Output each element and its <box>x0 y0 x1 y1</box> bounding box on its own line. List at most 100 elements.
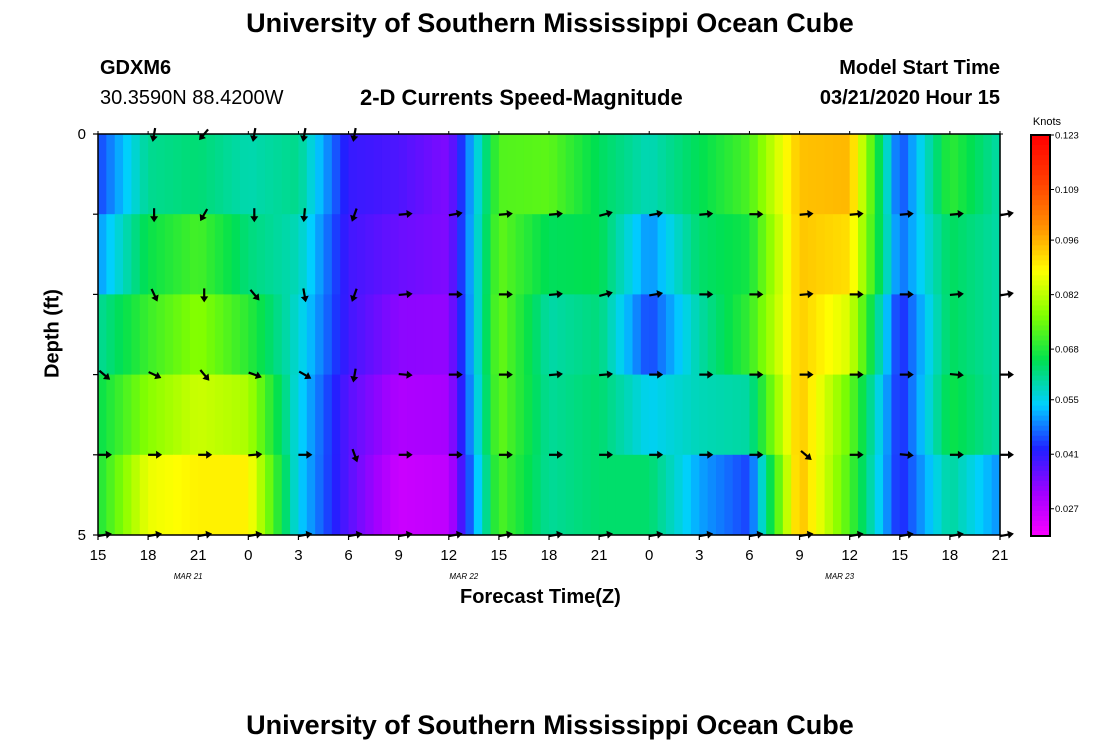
heatmap-cell <box>899 454 909 536</box>
heatmap-cell <box>381 374 391 456</box>
current-arrow <box>999 209 1014 218</box>
heatmap-cell <box>432 294 442 375</box>
heatmap-cell <box>966 214 976 295</box>
colorbar-swatch <box>1031 285 1050 291</box>
heatmap-cell <box>807 454 817 536</box>
heatmap-cell <box>123 454 133 536</box>
current-arrow <box>398 450 413 459</box>
heatmap-cell <box>540 294 550 375</box>
heatmap-cell <box>866 294 876 375</box>
colorbar-swatch <box>1031 330 1050 337</box>
current-arrow <box>949 210 964 219</box>
heatmap-cell <box>348 374 358 456</box>
heatmap-cell <box>574 134 584 215</box>
heatmap-cell <box>315 214 325 295</box>
heatmap-cell <box>766 454 776 536</box>
colorbar-units: Knots <box>1033 116 1062 128</box>
heatmap-cell <box>173 134 183 215</box>
colorbar-swatch <box>1031 455 1050 462</box>
heatmap-cell <box>457 214 467 295</box>
heatmap-cell <box>983 454 993 536</box>
heatmap-cell <box>498 214 508 295</box>
heatmap-cell <box>841 294 851 375</box>
heatmap-cell <box>507 214 517 295</box>
heatmap-cell <box>340 294 350 375</box>
heatmap-cell <box>356 214 366 295</box>
heatmap-cell <box>624 294 634 375</box>
heatmap-cell <box>465 134 475 215</box>
heatmap-cell <box>582 294 592 375</box>
heatmap-cell <box>557 214 567 295</box>
heatmap-cell <box>741 214 751 295</box>
heatmap-cell <box>473 294 483 375</box>
heatmap-cell <box>540 374 550 456</box>
heatmap-cell <box>231 214 241 295</box>
heatmap-cell <box>640 294 650 375</box>
heatmap-cell <box>657 134 667 215</box>
colorbar-swatch <box>1031 300 1050 307</box>
heatmap-cell <box>849 214 859 295</box>
heatmap-cell <box>331 214 341 295</box>
heatmap-cell <box>290 134 300 215</box>
heatmap-cell <box>473 374 483 456</box>
heatmap-cell <box>682 454 692 536</box>
heatmap-cell <box>415 374 425 456</box>
current-arrow <box>899 210 914 219</box>
heatmap-cell <box>131 454 141 536</box>
heatmap-cell <box>991 294 1001 375</box>
current-arrow <box>899 370 914 379</box>
heatmap-cell <box>849 454 859 536</box>
heatmap-cell <box>866 214 876 295</box>
heatmap-cell <box>599 454 609 536</box>
colorbar-swatch <box>1031 505 1050 512</box>
heatmap-cell <box>949 214 959 295</box>
heatmap-cell <box>273 294 283 375</box>
heatmap-cell <box>532 294 542 375</box>
heatmap-cell <box>974 214 984 295</box>
heatmap-cell <box>908 294 918 375</box>
x-tick-label: 18 <box>140 547 157 564</box>
current-arrow <box>300 208 309 223</box>
heatmap-cell <box>908 374 918 456</box>
heatmap-cell <box>916 214 926 295</box>
heatmap-cell <box>540 214 550 295</box>
heatmap-cell <box>774 214 784 295</box>
colorbar-swatch <box>1031 185 1050 191</box>
current-arrow <box>150 208 159 223</box>
heatmap-cell <box>490 134 500 215</box>
heatmap-cell <box>757 294 767 375</box>
heatmap-cell <box>331 374 341 456</box>
heatmap-cell <box>974 294 984 375</box>
heatmap-cell <box>908 214 918 295</box>
heatmap-cell <box>682 214 692 295</box>
heatmap-cell <box>791 454 801 536</box>
heatmap-cell <box>749 134 759 215</box>
heatmap-cell <box>407 374 416 456</box>
y-tick-label: 0 <box>78 126 86 143</box>
heatmap-cell <box>523 134 533 215</box>
heatmap-cell <box>540 454 550 536</box>
heatmap-cell <box>841 134 851 215</box>
heatmap-cell <box>991 214 1001 295</box>
x-tick-label: 15 <box>90 547 107 564</box>
heatmap-cell <box>156 134 166 215</box>
x-axis-title: Forecast Time(Z) <box>460 586 621 608</box>
current-arrow <box>800 450 812 460</box>
heatmap-cell <box>440 294 450 375</box>
heatmap-cell <box>298 294 308 375</box>
colorbar-swatch <box>1031 180 1050 186</box>
heatmap-cell <box>891 454 901 536</box>
x-tick-label: 3 <box>294 547 302 564</box>
colorbar-swatch <box>1031 275 1050 281</box>
current-arrow <box>749 450 764 459</box>
x-tick-label: 6 <box>745 547 753 564</box>
heatmap-cell <box>774 294 784 375</box>
heatmap-cell <box>607 134 617 215</box>
heatmap-cell <box>582 374 592 456</box>
current-arrow <box>248 371 262 380</box>
heatmap-cell <box>223 134 233 215</box>
heatmap-cell <box>164 454 174 536</box>
heatmap-cell <box>690 374 700 456</box>
current-arrow <box>849 450 864 459</box>
colorbar-swatch <box>1031 165 1050 171</box>
